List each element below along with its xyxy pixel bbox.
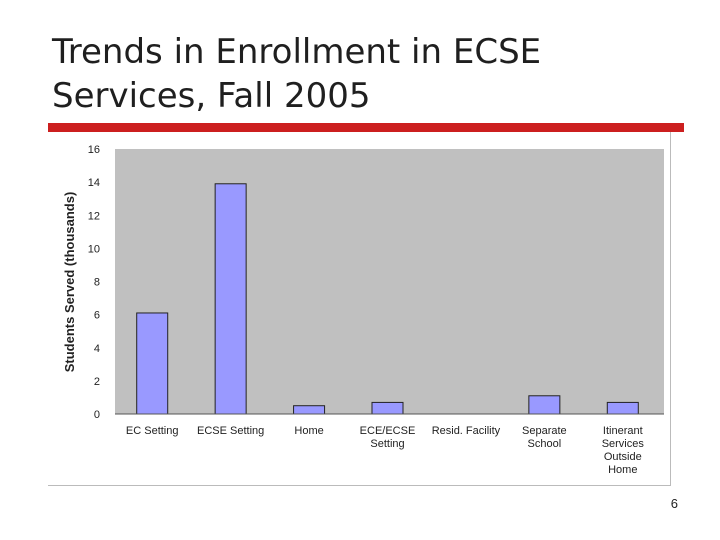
title-accent-bar xyxy=(48,123,684,132)
y-tick-label: 2 xyxy=(94,376,100,388)
bar xyxy=(371,401,404,415)
slide-title: Trends in Enrollment in ECSE Services, F… xyxy=(52,32,542,116)
page-number: 6 xyxy=(670,496,678,511)
x-category-label: Itinerant Services Outside Home xyxy=(602,425,645,476)
x-category-label: EC Setting xyxy=(126,425,179,437)
y-axis-ticks: 0 2 4 6 8 10 12 14 16 xyxy=(88,144,100,421)
y-tick-label: 0 xyxy=(94,409,100,421)
y-tick-label: 10 xyxy=(88,243,100,255)
x-category-label: ECE/ECSE Setting xyxy=(360,425,416,450)
y-tick-label: 8 xyxy=(94,277,100,289)
x-category-label: Home xyxy=(294,425,323,437)
y-tick-label: 4 xyxy=(94,343,100,355)
y-tick-label: 16 xyxy=(88,144,100,156)
chart-frame: 0 2 4 6 8 10 12 14 16 EC Setting ECSE Setting Home… xyxy=(48,132,671,486)
x-category-label: Separate School xyxy=(522,425,567,450)
y-tick-label: 14 xyxy=(88,177,100,189)
bar xyxy=(293,405,326,415)
bar xyxy=(528,395,561,415)
y-tick-label: 12 xyxy=(88,210,100,222)
bars xyxy=(136,183,639,415)
bar xyxy=(606,401,639,415)
bar xyxy=(136,312,169,415)
x-axis-labels: EC Setting ECSE Setting Home ECE/ECSE Settin… xyxy=(126,425,644,476)
x-category-label: ECSE Setting xyxy=(197,425,264,437)
enrollment-bar-chart: 0 2 4 6 8 10 12 14 16 EC Setting ECSE Setting Home… xyxy=(62,144,664,476)
x-category-label: Resid. Facility xyxy=(432,425,501,437)
y-tick-label: 6 xyxy=(94,310,100,322)
y-axis-label: Students Served (thousands) xyxy=(62,192,77,373)
plot-area xyxy=(115,149,664,414)
bar xyxy=(214,183,247,415)
